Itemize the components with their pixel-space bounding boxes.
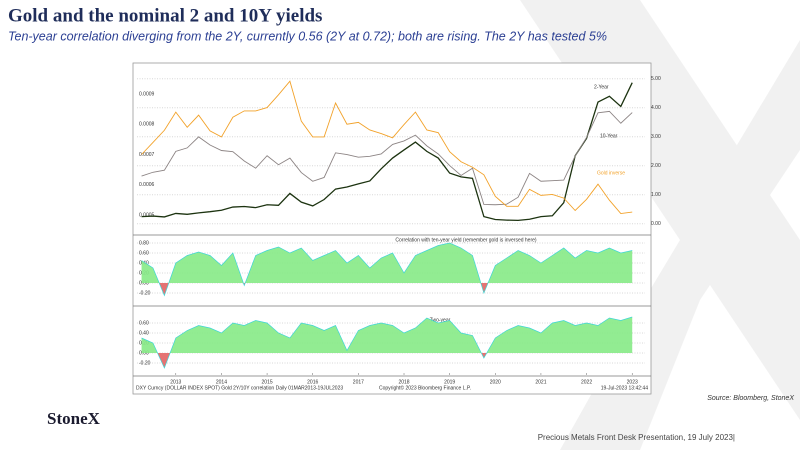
x-tick-label: 2013 [170, 379, 181, 385]
x-tick-label: 2019 [444, 379, 455, 385]
y2-tick-label: 5.00 [651, 76, 661, 82]
y-tick-label: 0.0006 [139, 182, 155, 188]
terminal-info: DXY Curncy (DOLLAR INDEX SPOT) Gold 2Y/1… [136, 385, 343, 391]
footer: Precious Metals Front Desk Presentation,… [538, 433, 735, 442]
x-tick-label: 2022 [581, 379, 592, 385]
y2-tick-label: 4.00 [651, 105, 661, 111]
y-tick-label: 0.60 [139, 250, 149, 256]
terminal-copyright: Copyright© 2023 Bloomberg Finance L.P. [379, 384, 471, 391]
y-tick-label: -0.20 [139, 360, 151, 366]
series-label: 2-Year [594, 84, 609, 90]
y-tick-label: 0.40 [139, 330, 149, 336]
y-tick-label: 0.0009 [139, 91, 155, 97]
area-outline [141, 316, 633, 369]
x-tick-label: 2015 [262, 379, 273, 385]
y-tick-label: 0.0005 [139, 212, 155, 218]
positive-area [141, 243, 633, 283]
panel: 0.0005 0.0006 0.0007 0.0008 0.0009 0.00 1.00 2.… [137, 76, 661, 227]
y-tick-label: 0.00 [139, 280, 149, 286]
panel-title: Correlation with ten-year yield (remembe… [395, 237, 537, 243]
y-tick-label: 0.60 [139, 320, 149, 326]
slide-title: Gold and the nominal 2 and 10Y yields [8, 5, 322, 26]
series-label: Gold inverse [597, 170, 625, 176]
y2-tick-label: 0.00 [651, 221, 661, 227]
y2-tick-label: 3.00 [651, 134, 661, 140]
terminal-time: 19-Jul-2023 13:42:44 [601, 385, 648, 391]
y2-tick-label: 1.00 [651, 192, 661, 198]
x-tick-label: 2017 [353, 379, 364, 385]
series-line [141, 110, 633, 206]
y-tick-label: 0.80 [139, 240, 149, 246]
y-tick-label: 0.00 [139, 350, 149, 356]
x-tick-label: 2016 [307, 379, 318, 385]
x-tick-label: 2021 [535, 379, 546, 385]
y-tick-label: 0.0007 [139, 152, 155, 158]
series-line [141, 80, 633, 215]
source: Source: Bloomberg, StoneX [707, 395, 794, 402]
y-tick-label: 0.0008 [139, 122, 155, 128]
series-line [141, 82, 633, 222]
panel: Correlation with ten-year yield (remembe… [137, 237, 645, 297]
x-tick-label: 2023 [627, 379, 638, 385]
area-outline [141, 242, 633, 297]
panel-title: Two-year [430, 317, 451, 323]
y-tick-label: -0.20 [139, 290, 151, 296]
x-tick-label: 2014 [216, 379, 227, 385]
series-label: 10-Year [600, 133, 618, 139]
y2-tick-label: 2.00 [651, 163, 661, 169]
panel: Two-year-0.200.000.200.400.6020132014201… [137, 316, 645, 385]
logo: StoneX [47, 409, 101, 428]
positive-area [141, 317, 633, 353]
x-tick-label: 2020 [490, 379, 501, 385]
x-tick-label: 2018 [398, 379, 409, 385]
slide-subtitle: Ten-year correlation diverging from the … [8, 29, 607, 43]
